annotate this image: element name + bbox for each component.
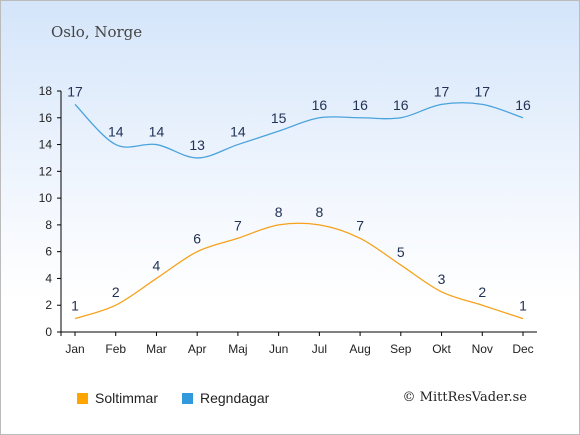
chart-series [74,102,524,320]
legend-item-rain: Regndagar [182,390,269,406]
sun-data-label: 8 [275,204,283,220]
rain-data-label: 13 [189,137,205,153]
y-tick-label: 10 [39,191,53,205]
sun-data-label: 6 [193,231,201,247]
rain-data-label: 17 [474,83,490,99]
rain-data-label: 17 [434,83,450,99]
x-tick-label: Okt [432,342,451,356]
y-tick-label: 0 [45,325,52,339]
sun-data-label: 1 [519,298,527,314]
legend-item-sun: Soltimmar [77,390,158,406]
sun-data-label: 7 [234,217,242,233]
y-tick-label: 12 [39,164,53,178]
rain-data-label: 14 [108,124,124,140]
y-tick-label: 14 [39,138,53,152]
rain-series-line [74,102,524,159]
x-tick-label: Jan [65,342,84,356]
rain-data-label: 14 [149,124,165,140]
sun-data-label: 8 [315,204,323,220]
rain-data-label: 16 [393,97,409,113]
sun-swatch [77,392,88,404]
x-tick-label: Apr [188,342,207,356]
y-tick-label: 18 [39,84,53,98]
rain-data-label: 15 [271,110,287,126]
rain-data-label: 17 [67,83,83,99]
sun-data-label: 1 [71,298,79,314]
sun-data-label: 2 [112,284,120,300]
x-tick-label: Feb [105,342,126,356]
y-tick-label: 8 [45,218,52,232]
x-tick-label: Mar [146,342,167,356]
rain-data-label: 16 [352,97,368,113]
rain-data-label: 16 [312,97,328,113]
rain-swatch [182,392,193,404]
x-tick-label: Aug [349,342,370,356]
sun-data-label: 3 [438,271,446,287]
legend-label-sun: Soltimmar [95,390,159,406]
sun-data-label: 2 [478,284,486,300]
x-tick-label: Jul [312,342,327,356]
credit-text: © MittResVader.se [402,390,527,405]
place-title: Oslo, Norge [51,23,143,41]
y-tick-label: 16 [39,111,53,125]
y-tick-label: 4 [45,271,52,285]
x-tick-label: Nov [472,342,493,356]
sun-series-line [74,222,524,320]
sun-data-label: 7 [356,217,364,233]
sun-data-label: 5 [397,244,405,260]
y-tick-label: 2 [45,298,52,312]
rain-data-label: 14 [230,124,246,140]
chart-data-labels: 1 2 4 6 7 8 8 7 5 3 2 1 17 14 14 13 14 15 16 16 16 17 17 16 [67,83,531,313]
x-tick-label: Dec [512,342,533,356]
x-tick-label: Jun [269,342,288,356]
legend-label-rain: Regndagar [200,390,270,406]
sun-data-label: 4 [153,257,161,273]
x-tick-label: Maj [228,342,247,356]
x-tick-label: Sep [390,342,412,356]
rain-data-label: 16 [515,97,531,113]
y-tick-label: 6 [45,245,52,259]
